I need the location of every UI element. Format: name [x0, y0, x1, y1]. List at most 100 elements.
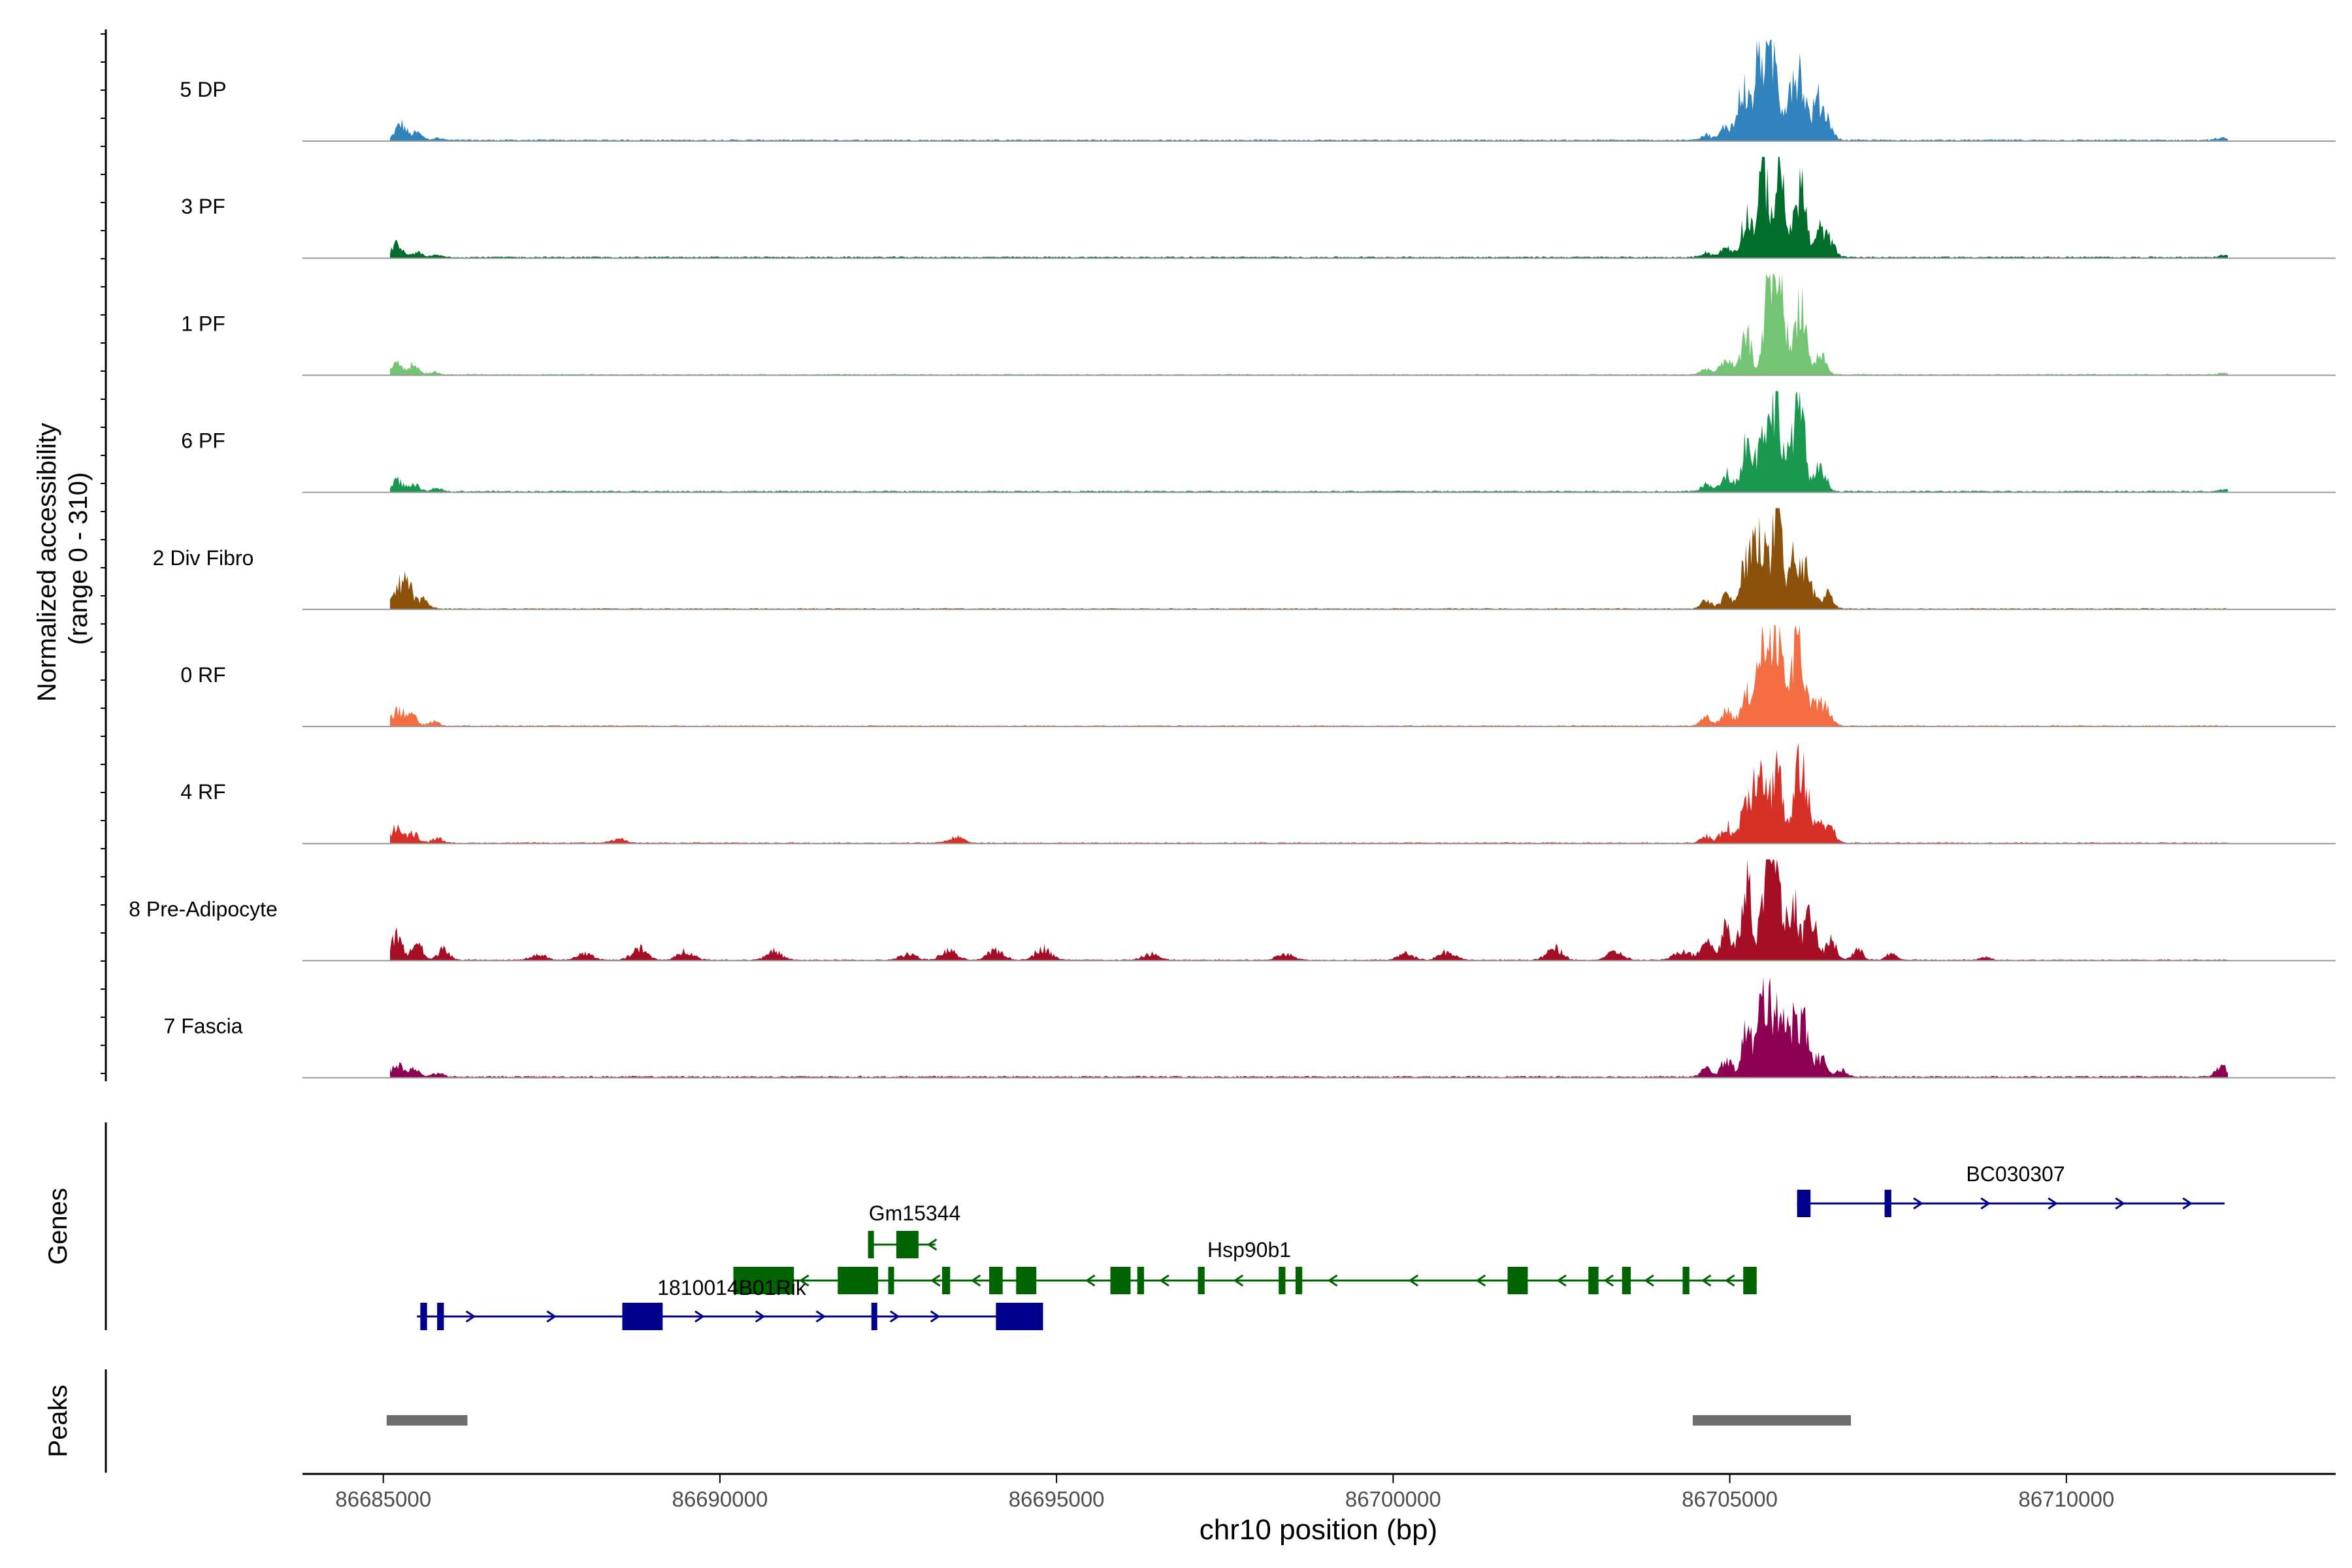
peaks-panel: Peaks	[44, 1369, 1852, 1473]
gene-strand-arrow	[755, 1310, 766, 1323]
gene-strand-arrow	[889, 1310, 900, 1323]
x-axis: chr10 position (bp) 86685000 86690000 8669…	[302, 1473, 2336, 1546]
track-label: 0 RF	[180, 663, 225, 687]
coverage-area	[390, 391, 2229, 493]
gene-exon	[1279, 1267, 1286, 1294]
gene-label: 1810014B01Rik	[657, 1276, 807, 1299]
gene-exon	[1743, 1267, 1757, 1294]
coverage-area	[390, 40, 2229, 141]
gene-exon	[1295, 1267, 1303, 1294]
track-7: 8 Pre-Adipocyte	[129, 859, 2336, 962]
gene-strand-arrow	[2115, 1197, 2125, 1210]
gene-strand-arrow	[1556, 1274, 1567, 1287]
gene-exon	[1884, 1190, 1891, 1217]
gene-exon	[1682, 1267, 1690, 1294]
gene-strand-arrow	[546, 1310, 557, 1323]
gene-exon	[437, 1303, 444, 1330]
coverage-area	[390, 859, 2229, 961]
coverage-area	[390, 625, 2229, 727]
gene-strand-arrow	[926, 1238, 938, 1251]
gene-gm15344: Gm15344	[868, 1201, 961, 1258]
gene-exon	[871, 1303, 877, 1330]
gene-exon	[996, 1303, 1043, 1330]
coverage-area	[390, 274, 2229, 376]
track-6: 4 RF	[180, 742, 2336, 845]
coverage-y-axis-label-line2: (range 0 - 310)	[64, 472, 93, 645]
gene-strand-arrow	[465, 1310, 476, 1323]
gene-strand-arrow	[1159, 1274, 1169, 1287]
gene-exon	[622, 1303, 663, 1330]
x-axis-tick-label: 86690000	[672, 1487, 768, 1511]
coverage-area	[390, 976, 2229, 1078]
coverage-y-axis-label: Normalized accessibility (range 0 - 310)	[33, 416, 93, 702]
gene-strand-arrow	[1644, 1274, 1654, 1287]
track-label: 1 PF	[181, 312, 225, 335]
coverage-area	[390, 508, 2229, 610]
gene-exon	[888, 1267, 894, 1294]
gene-exon	[868, 1231, 874, 1258]
gene-strand-arrow	[1233, 1274, 1244, 1287]
track-label: 3 PF	[181, 195, 225, 218]
gene-strand-arrow	[1327, 1274, 1338, 1287]
peak-region	[1692, 1415, 1852, 1426]
gene-strand-arrow	[1724, 1274, 1735, 1287]
gene-exon	[1016, 1267, 1037, 1294]
gene-exon	[420, 1303, 427, 1330]
gene-strand-arrow	[1603, 1274, 1614, 1287]
gene-label: BC030307	[1966, 1162, 2065, 1186]
track-4: 2 Div Fibro	[153, 508, 2336, 610]
genes-axis-label: Genes	[44, 1188, 73, 1265]
coverage-y-axis-label-line1: Normalized accessibility	[33, 423, 61, 702]
gene-strand-arrow	[798, 1274, 809, 1287]
gene-exon	[1507, 1267, 1528, 1294]
gene-label: Hsp90b1	[1207, 1238, 1291, 1262]
gene-strand-arrow	[1475, 1274, 1486, 1287]
track-label: 4 RF	[180, 780, 225, 804]
gene-strand-arrow	[1913, 1197, 1923, 1210]
gene-strand-arrow	[930, 1274, 941, 1287]
track-label: 6 PF	[181, 429, 225, 453]
gene-hsp90b1: Hsp90b1	[733, 1238, 1757, 1294]
gene-exon	[989, 1267, 1003, 1294]
gene-exon	[838, 1267, 879, 1294]
track-0: 5 DP	[180, 40, 2336, 142]
track-2: 1 PF	[181, 274, 2336, 376]
gene-exon	[1110, 1267, 1131, 1294]
x-axis-tick-label: 86705000	[1682, 1487, 1778, 1511]
track-1: 3 PF	[181, 157, 2336, 259]
gene-exon	[733, 1267, 794, 1294]
gene-exon	[1588, 1267, 1599, 1294]
x-axis-label: chr10 position (bp)	[1200, 1514, 1437, 1546]
gene-exon	[1137, 1267, 1145, 1294]
genes-panel: Genes BC030307 Gm15344 Hsp90b1 1810014B01Ri…	[44, 1122, 2225, 1330]
track-8: 7 Fascia	[164, 976, 2336, 1079]
gene-strand-arrow	[1408, 1274, 1419, 1287]
gene-exon	[896, 1231, 919, 1258]
gene-exon	[1797, 1190, 1811, 1217]
track-5: 0 RF	[180, 625, 2336, 727]
coverage-tracks: 5 DP 3 PF 1 PF 6 PF 2 Div Fibro 0 RF 4 RF 8 Pre…	[129, 40, 2336, 1079]
x-axis-tick-label: 86700000	[1345, 1487, 1441, 1511]
gene-label: Gm15344	[869, 1201, 961, 1225]
gene-strand-arrow	[1980, 1197, 1991, 1210]
track-3: 6 PF	[181, 391, 2336, 493]
gene-strand-arrow	[2182, 1197, 2193, 1210]
gene-strand-arrow	[2048, 1197, 2058, 1210]
gene-strand-arrow	[694, 1310, 705, 1323]
track-label: 5 DP	[180, 78, 226, 101]
gene-strand-arrow	[970, 1274, 981, 1287]
gene-1810014b01rik: 1810014B01Rik	[417, 1276, 1043, 1330]
x-axis-tick-label: 86695000	[1009, 1487, 1105, 1511]
gene-strand-arrow	[1085, 1274, 1096, 1287]
x-axis-tick-label: 86710000	[2018, 1487, 2114, 1511]
gene-exon	[1198, 1267, 1205, 1294]
track-label: 7 Fascia	[164, 1015, 243, 1038]
gene-strand-arrow	[930, 1310, 941, 1323]
track-label: 8 Pre-Adipocyte	[129, 897, 278, 921]
peaks-axis-label: Peaks	[44, 1384, 73, 1457]
peak-region	[386, 1415, 468, 1426]
gene-bc030307: BC030307	[1797, 1162, 2225, 1217]
x-axis-tick-label: 86685000	[335, 1487, 431, 1511]
gene-exon	[941, 1267, 951, 1294]
